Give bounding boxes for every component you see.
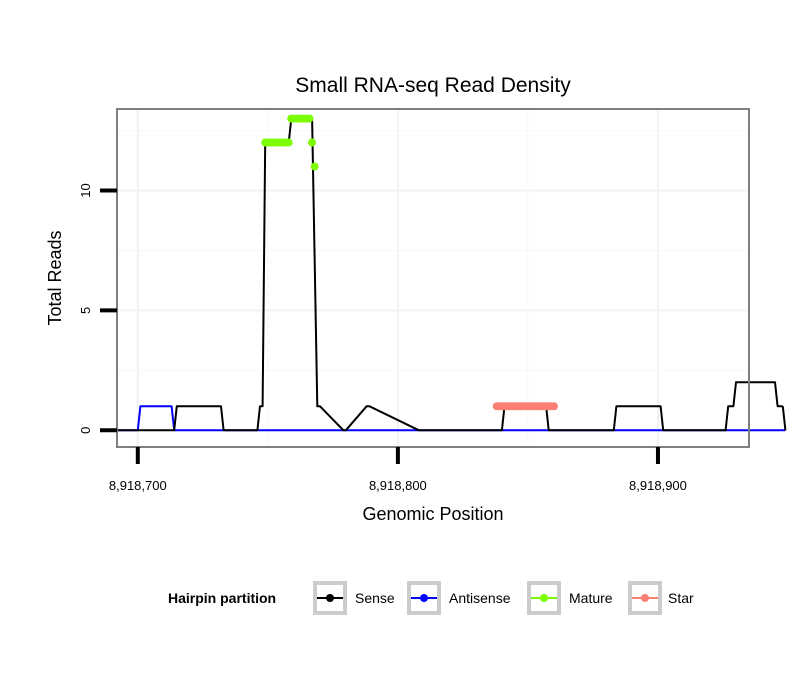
series-line-sense [114,117,783,432]
y-tick-label: 5 [78,307,93,314]
plot-panel [114,108,787,448]
legend-label: Star [668,590,694,606]
y-axis: 0 5 10 [78,183,117,434]
legend-key-point [540,594,548,602]
data-point-star [549,402,558,411]
legend-key-point [420,594,428,602]
legend-entry-sense: Sense [313,581,395,615]
legend-key-point [326,594,334,602]
x-tick-label: 8,918,900 [629,478,687,493]
plot-border [116,108,750,448]
y-tick-label: 10 [78,183,93,197]
x-tick-label: 8,918,700 [109,478,167,493]
legend-label: Mature [569,590,613,606]
data-point-mature [305,114,314,123]
series-line-sense-tail- [781,406,787,431]
legend-key-point [641,594,649,602]
data-point-mature [310,162,319,171]
x-axis: 8,918,700 8,918,800 8,918,900 [109,447,687,493]
legend-entry-star: Star [628,581,694,615]
x-tick-label: 8,918,800 [369,478,427,493]
data-point-mature [308,138,317,147]
legend: Hairpin partition Sense Antisense Mature St… [168,581,694,615]
chart-title: Small RNA-seq Read Density [295,74,571,97]
plot-background [117,109,749,447]
legend-label: Sense [355,590,395,606]
x-axis-title: Genomic Position [362,504,503,524]
series-layer [114,114,787,432]
legend-entry-antisense: Antisense [407,581,511,615]
y-tick-label: 0 [78,427,93,434]
data-point-mature [284,138,293,147]
legend-entry-mature: Mature [527,581,613,615]
legend-label: Antisense [449,590,511,606]
y-axis-title: Total Reads [45,230,65,325]
legend-title: Hairpin partition [168,590,276,606]
